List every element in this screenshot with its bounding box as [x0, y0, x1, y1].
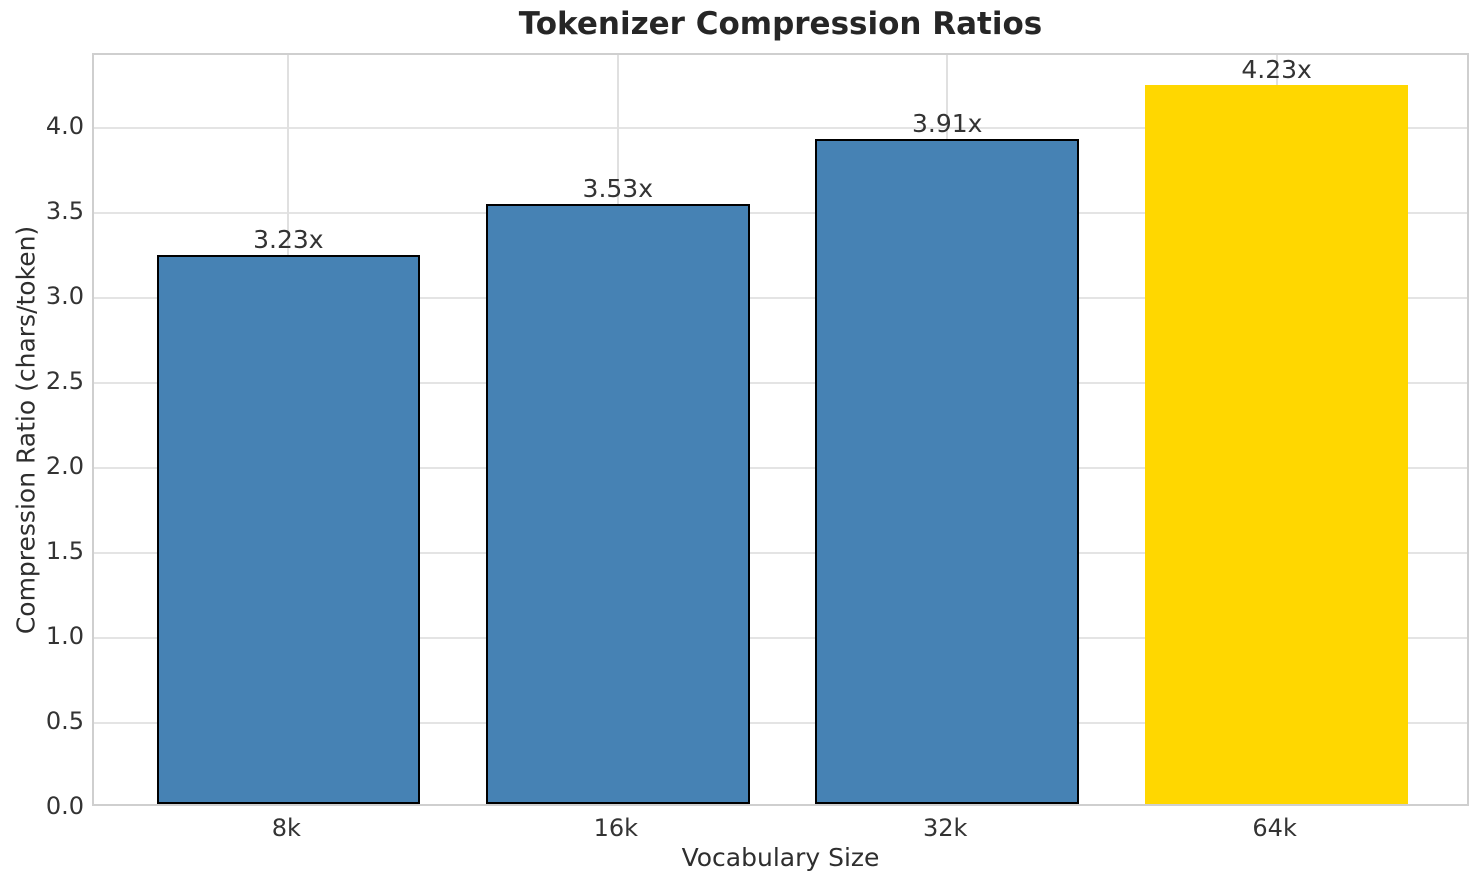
bar-value-label: 3.53x — [582, 173, 654, 203]
y-gridline — [94, 552, 1467, 555]
bar-16k — [486, 203, 750, 804]
x-tick-label: 16k — [593, 814, 638, 842]
bar-value-label: 3.23x — [253, 224, 324, 254]
y-tick-label: 3.0 — [45, 282, 84, 311]
y-tick-label: 3.5 — [45, 197, 84, 226]
y-gridline — [94, 637, 1467, 640]
y-gridline — [94, 722, 1467, 724]
y-gridline — [94, 297, 1467, 300]
y-tick-label: 2.5 — [45, 367, 84, 396]
y-gridline — [94, 212, 1467, 215]
bar-8k — [156, 254, 421, 804]
bar-64k — [1144, 85, 1409, 804]
y-tick-label: 0.0 — [45, 792, 84, 820]
y-tick-label: 1.0 — [45, 622, 84, 651]
y-tick-label: 2.0 — [45, 452, 84, 481]
chart-title: Tokenizer Compression Ratios — [518, 6, 1043, 42]
x-axis-label: Vocabulary Size — [681, 843, 880, 872]
bar-value-label: 3.91x — [911, 109, 983, 139]
y-tick-label: 1.5 — [45, 537, 84, 566]
plot-area: 3.23x 3.53x 3.91x 4.23x — [92, 53, 1469, 806]
x-tick-label: 8k — [271, 814, 301, 842]
bar-32k — [815, 139, 1079, 804]
y-gridline — [94, 127, 1467, 130]
x-tick-label: 32k — [922, 814, 968, 842]
y-tick-label: 0.5 — [45, 707, 84, 735]
x-tick-label: 64k — [1252, 814, 1297, 842]
bar-value-label: 4.23x — [1241, 54, 1312, 84]
y-gridline — [94, 382, 1467, 385]
y-gridline — [94, 467, 1467, 470]
y-tick-label: 4.0 — [45, 112, 84, 141]
